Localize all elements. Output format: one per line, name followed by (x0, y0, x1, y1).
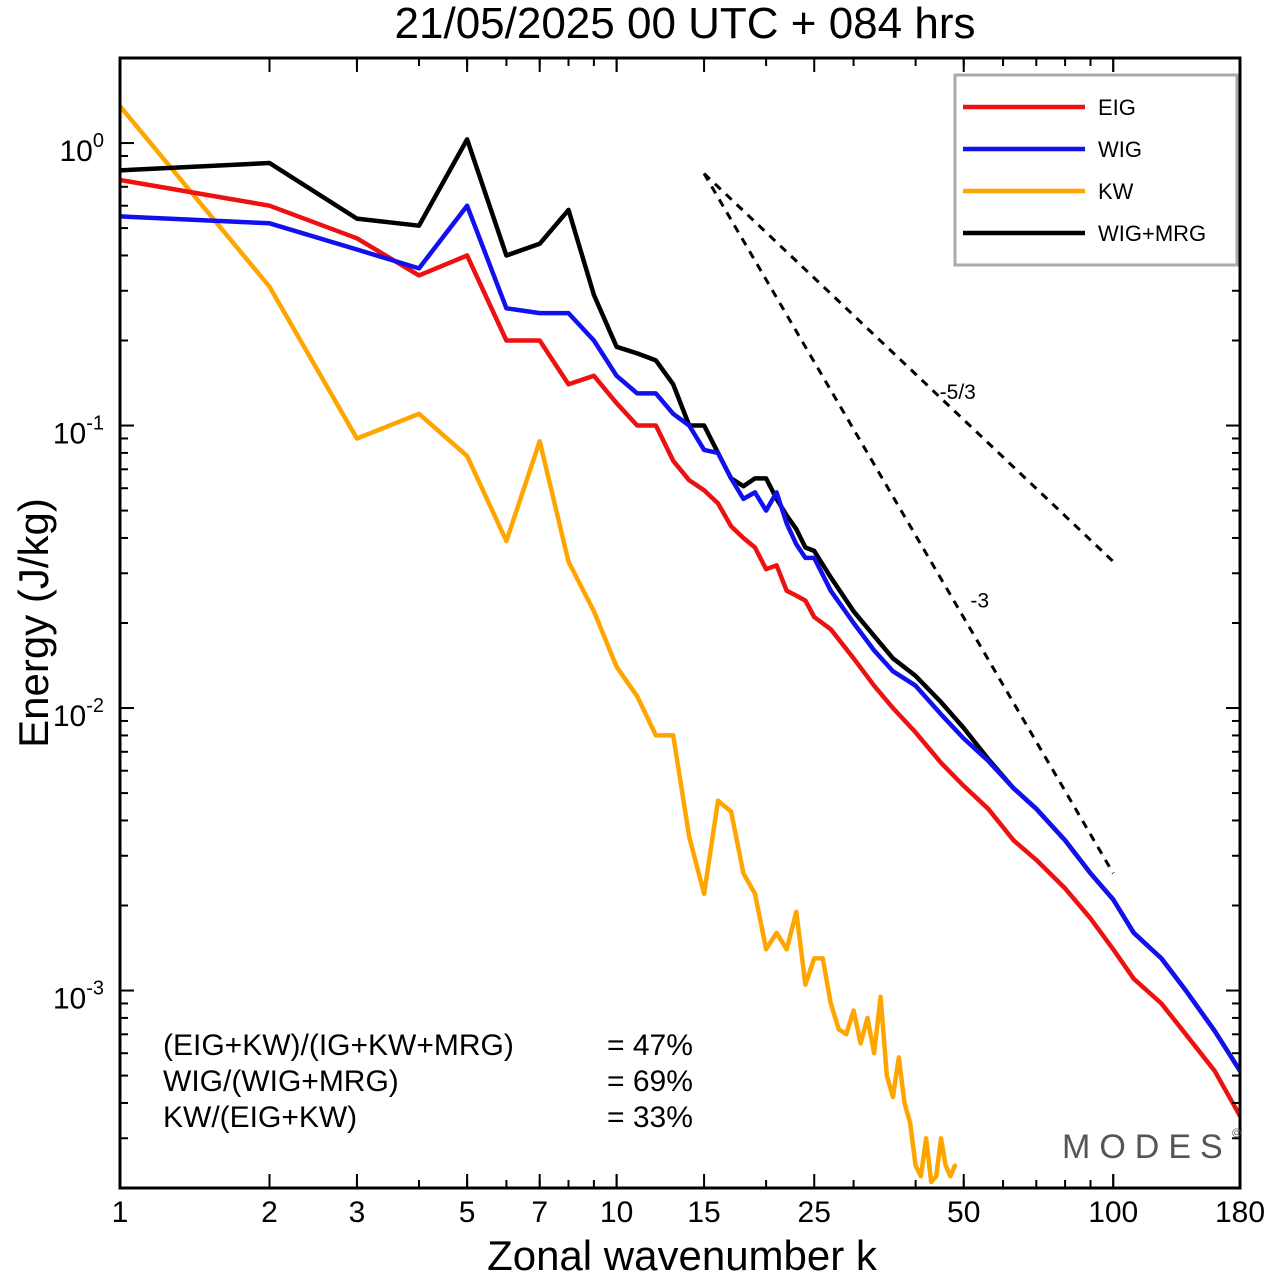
x-tick-label: 1 (112, 1196, 129, 1229)
axis-ticks: 1 2 3 5 7 10 15 25 50 100 180 100 10-1 10-2 10-3 (53, 57, 1265, 1229)
x-tick-label: 15 (687, 1196, 720, 1229)
reference-slopes: -5/3 -3 (702, 172, 1115, 875)
series-line-wig-mrg (120, 137, 1240, 1074)
legend: EIG WIG KW WIG+MRG (953, 73, 1239, 267)
ratio-value: = 47% (607, 1029, 693, 1062)
series-line-wig (120, 203, 1240, 1074)
modes-watermark: MODES © (1062, 1126, 1241, 1166)
slope-line-minus-5-3 (703, 172, 1115, 563)
ratio-label: (EIG+KW)/(IG+KW+MRG) (163, 1029, 514, 1062)
slope-label: -5/3 (940, 381, 976, 404)
x-tick-label: 180 (1215, 1196, 1265, 1229)
x-tick-label: 10 (600, 1196, 633, 1229)
x-axis-label: Zonal wavenumber k (487, 1232, 878, 1279)
ratio-value: = 69% (607, 1065, 693, 1098)
modes-logo-text: MODES (1062, 1128, 1232, 1166)
legend-label: KW (1098, 179, 1134, 204)
series-line-eig (120, 177, 1240, 1119)
slope-line-minus-3 (702, 172, 1115, 875)
x-tick-label: 3 (349, 1196, 366, 1229)
legend-label: EIG (1098, 95, 1136, 120)
y-tick-label: 10-2 (53, 695, 104, 733)
x-tick-label: 100 (1088, 1196, 1138, 1229)
ratio-label: WIG/(WIG+MRG) (163, 1065, 399, 1098)
ratio-value: = 33% (607, 1101, 693, 1134)
x-tick-label: 5 (459, 1196, 476, 1229)
y-tick-label: 10-3 (53, 978, 104, 1016)
ratio-label: KW/(EIG+KW) (163, 1101, 357, 1134)
slope-label: -3 (970, 589, 989, 612)
y-tick-label: 100 (60, 130, 105, 168)
x-tick-label: 50 (947, 1196, 980, 1229)
x-tick-label: 2 (261, 1196, 278, 1229)
legend-label: WIG+MRG (1098, 221, 1206, 246)
copyright-icon: © (1232, 1126, 1241, 1140)
x-tick-label: 25 (798, 1196, 831, 1229)
chart-title: 21/05/2025 00 UTC + 084 hrs (395, 0, 976, 48)
series-layer (120, 103, 1240, 1185)
ratio-annotations: (EIG+KW)/(IG+KW+MRG) = 47% WIG/(WIG+MRG) = … (163, 1029, 693, 1134)
y-tick-label: 10-1 (53, 413, 104, 451)
y-axis-label: Energy (J/kg) (10, 498, 57, 748)
legend-label: WIG (1098, 137, 1142, 162)
series-line-kw (120, 103, 958, 1185)
x-tick-label: 7 (531, 1196, 548, 1229)
